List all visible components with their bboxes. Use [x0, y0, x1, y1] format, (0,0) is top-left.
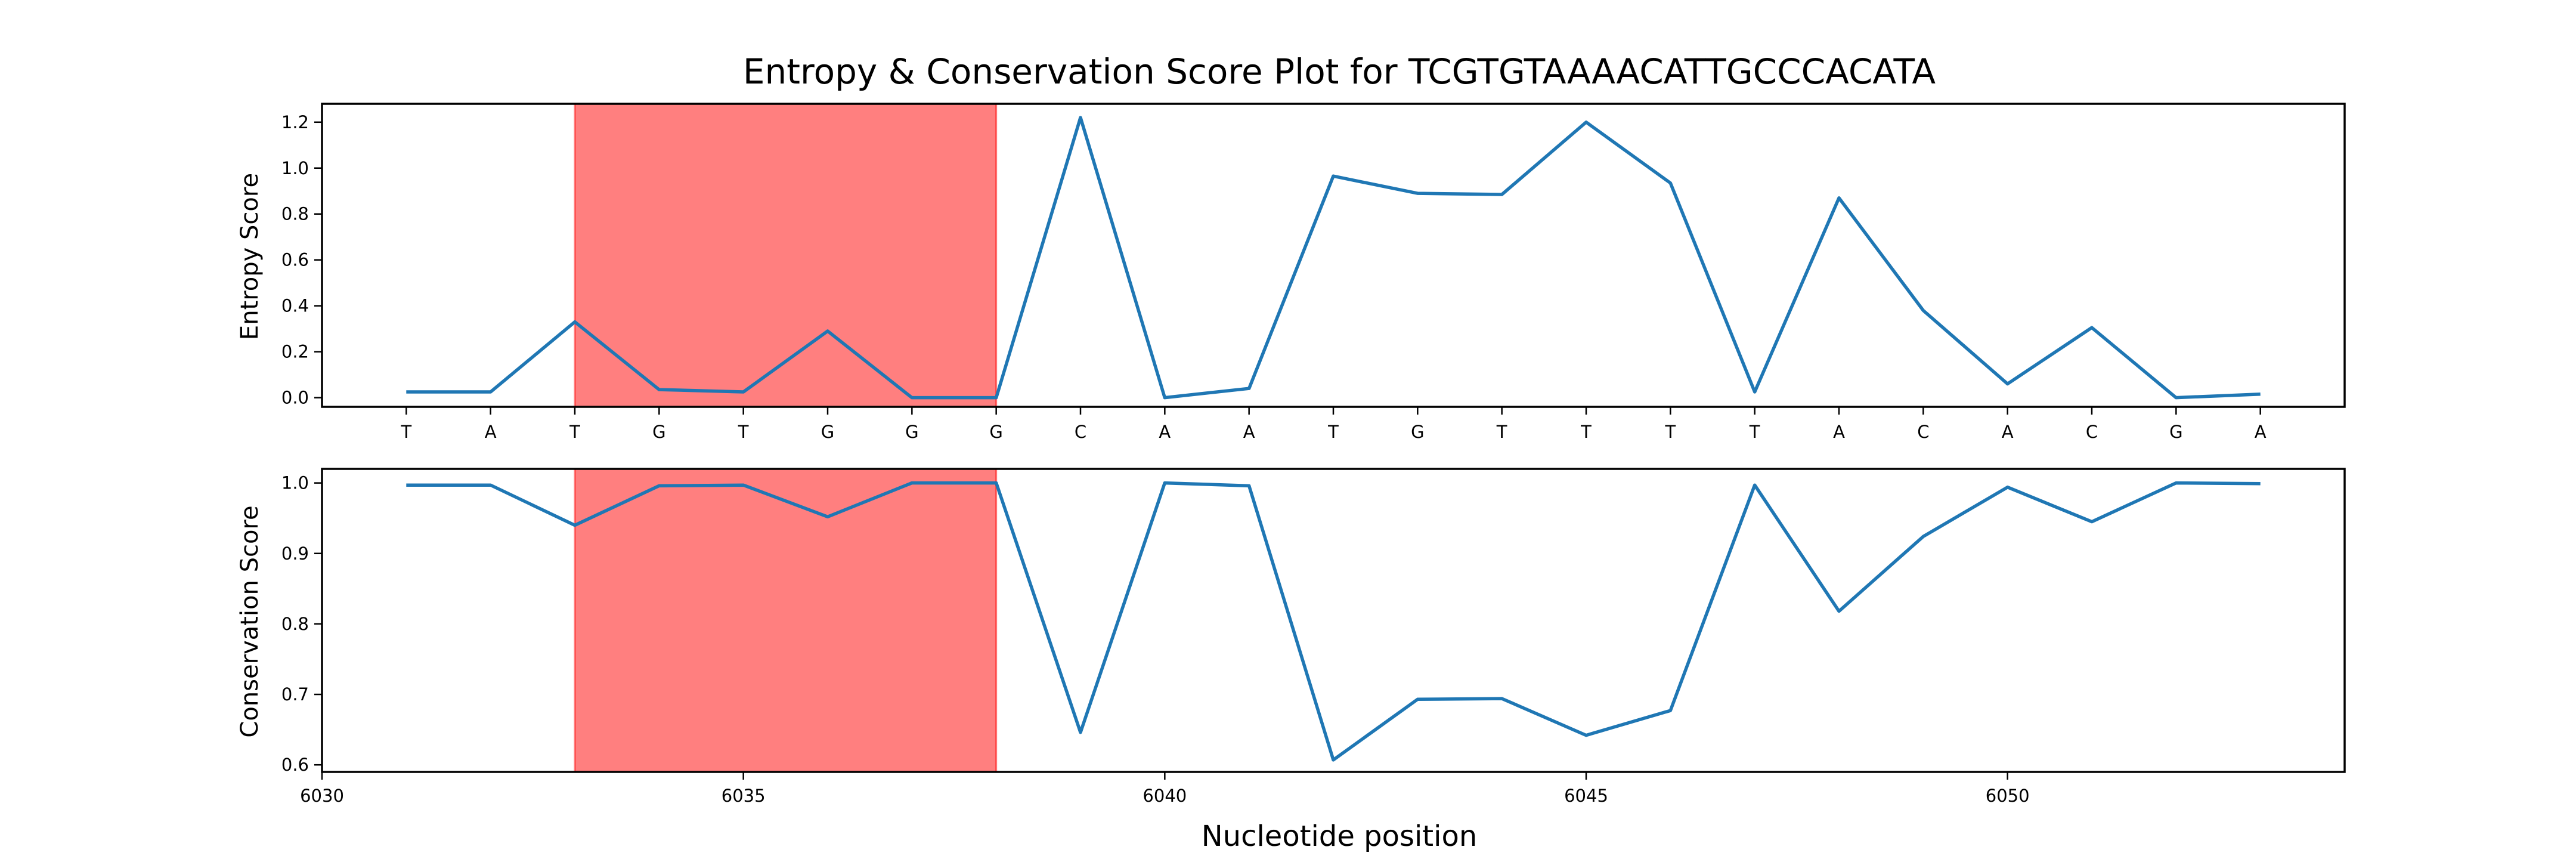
nucleotide-label: A [1159, 422, 1171, 442]
nucleotide-label: T [400, 422, 411, 442]
nucleotide-label: T [1749, 422, 1760, 442]
conservation-y-tick-label: 0.6 [281, 755, 309, 775]
nucleotide-label: G [2169, 422, 2182, 442]
nucleotide-label: C [1917, 422, 1929, 442]
nucleotide-label: A [2255, 422, 2267, 442]
x-tick-label: 6040 [1143, 786, 1187, 806]
entropy-y-tick-label: 0.8 [281, 204, 309, 224]
nucleotide-label: T [738, 422, 749, 442]
nucleotide-label: G [821, 422, 834, 442]
conservation-y-tick-label: 0.8 [281, 614, 309, 634]
nucleotide-label: T [1496, 422, 1507, 442]
nucleotide-label: C [1075, 422, 1086, 442]
nucleotide-label: G [1411, 422, 1424, 442]
nucleotide-label: G [905, 422, 918, 442]
nucleotide-label: T [1327, 422, 1339, 442]
entropy-y-tick-label: 1.2 [281, 112, 309, 132]
nucleotide-label: A [1243, 422, 1255, 442]
conservation-series-line [406, 481, 2261, 762]
conservation-y-tick-label: 0.7 [281, 684, 309, 704]
conservation-highlight-region [575, 469, 996, 772]
conservation-y-tick-label: 1.0 [281, 473, 309, 493]
conservation-y-tick-label: 0.9 [281, 543, 309, 564]
entropy-series-line [406, 116, 2261, 400]
plot-area: 0.0 0.2 0.4 0.6 0.8 1.0 1.2 T A T G T G G G C A A T G T T T T A C… [281, 103, 2346, 806]
x-tick-label: 6045 [1564, 786, 1608, 806]
nucleotide-label: A [485, 422, 497, 442]
conservation-plot-frame [321, 468, 2346, 773]
nucleotide-label: A [2002, 422, 2014, 442]
x-axis-label: Nucleotide position [1202, 820, 1478, 853]
chart-title: Entropy & Conservation Score Plot for TC… [743, 51, 1936, 92]
nucleotide-label: A [1833, 422, 1845, 442]
entropy-y-tick-label: 0.4 [281, 296, 309, 316]
x-tick-label: 6030 [300, 786, 344, 806]
nucleotide-label: G [989, 422, 1002, 442]
entropy-y-tick-label: 1.0 [281, 158, 309, 178]
entropy-y-tick-label: 0.6 [281, 250, 309, 270]
nucleotide-label: G [652, 422, 665, 442]
nucleotide-label: C [2086, 422, 2098, 442]
entropy-y-tick-label: 0.2 [281, 342, 309, 362]
x-tick-label: 6035 [722, 786, 766, 806]
x-tick-label: 6050 [1986, 786, 2030, 806]
conservation-axis-label: Conservation Score [236, 505, 264, 737]
entropy-highlight-region [575, 104, 996, 407]
nucleotide-label: T [1580, 422, 1592, 442]
nucleotide-label: T [1664, 422, 1676, 442]
entropy-y-tick-label: 0.0 [281, 388, 309, 408]
entropy-axis-label: Entropy Score [236, 173, 264, 340]
nucleotide-label: T [569, 422, 580, 442]
